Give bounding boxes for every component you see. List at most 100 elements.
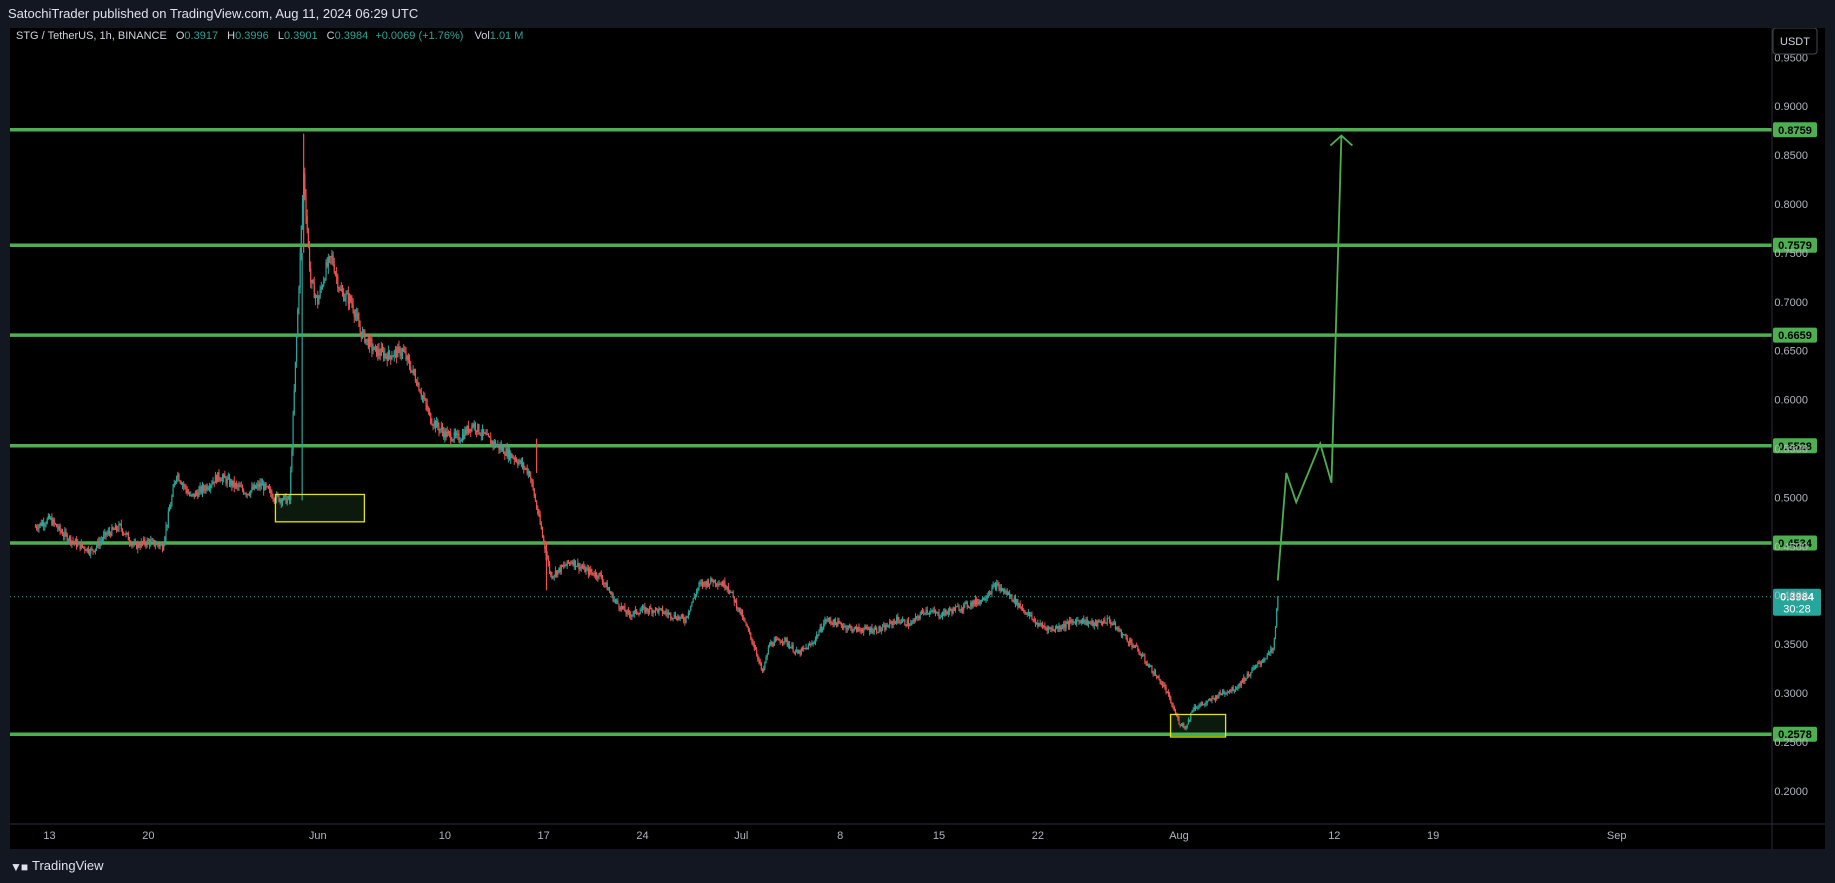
candle-body — [1001, 588, 1004, 591]
candle-body — [59, 525, 61, 531]
candle-body — [894, 621, 897, 624]
candle-body — [1080, 620, 1082, 624]
candle-body — [74, 539, 77, 543]
candle-body — [501, 447, 504, 450]
legend-o-value: 0.3917 — [184, 30, 218, 42]
legend-l-value: 0.3901 — [284, 30, 318, 42]
price-axis[interactable]: 0.9000 0.8500 0.8000 0.7500 0.7000 0.6500 0.60… — [1771, 28, 1808, 849]
candle-body — [1239, 683, 1241, 686]
candle-body — [863, 629, 865, 633]
legend-change: +0.0069 (+1.76%) — [375, 30, 463, 42]
candle-body — [199, 486, 201, 490]
candle-body — [626, 610, 628, 614]
candle-body — [860, 629, 862, 632]
candle-body — [628, 612, 631, 615]
currency-button[interactable]: USDT — [1772, 28, 1818, 55]
candle-body — [698, 583, 700, 588]
candle-body — [308, 244, 311, 269]
candle-body — [743, 618, 745, 620]
candle-body — [273, 498, 275, 501]
candle-body — [1138, 650, 1140, 655]
candle-body — [664, 611, 666, 614]
candle-body — [811, 643, 813, 645]
candle-body — [1170, 697, 1172, 704]
candle-body — [112, 527, 114, 530]
candle-body — [577, 562, 579, 567]
candle-body — [48, 515, 51, 519]
candle-body — [748, 630, 751, 633]
candle-body — [546, 555, 548, 559]
candle-body — [276, 494, 278, 501]
candle-body — [498, 444, 500, 450]
candle-body — [347, 293, 349, 304]
candle-body — [754, 647, 757, 650]
candle-body — [1243, 677, 1245, 683]
legend-c-label: C — [327, 30, 335, 42]
candle-body — [1040, 623, 1042, 625]
candle-body — [157, 543, 159, 545]
candle-body — [92, 549, 94, 551]
candle-body — [1067, 621, 1070, 626]
candle-body — [1094, 621, 1097, 623]
candle-body — [724, 581, 726, 588]
candle-body — [1165, 687, 1167, 693]
candle-body — [825, 619, 827, 621]
price-tick-label: 0.4500 — [1774, 541, 1808, 553]
candle-body — [438, 426, 440, 431]
candle-body — [780, 642, 782, 644]
candle-body — [34, 526, 37, 528]
candle-body — [1124, 634, 1126, 636]
price-chart[interactable]: 0.8759 0.7579 0.6659 0.5528 0.4534 0.2578 0.3… — [10, 28, 1825, 849]
candle-body — [871, 627, 873, 633]
candle-body — [1004, 591, 1006, 593]
candle-body — [513, 457, 515, 460]
candle-body — [1149, 665, 1151, 667]
candle-body — [478, 424, 480, 434]
candle-body — [79, 542, 81, 549]
candle-body — [984, 599, 986, 601]
price-tick-label: 0.2000 — [1774, 786, 1808, 798]
candle-body — [196, 492, 198, 494]
candle-body — [312, 280, 314, 283]
candle-body — [373, 346, 375, 350]
candle-body — [505, 448, 507, 456]
candle-body — [231, 480, 233, 487]
candle-body — [665, 611, 667, 614]
candle-body — [924, 612, 926, 614]
candle-body — [641, 606, 644, 611]
candle-body — [603, 582, 605, 584]
candle-body — [965, 602, 967, 604]
candle-body — [764, 662, 766, 669]
candle-body — [1161, 683, 1164, 687]
candle-body — [408, 359, 411, 367]
candle-body — [271, 493, 273, 498]
candle-body — [933, 610, 935, 612]
candle-body — [956, 606, 958, 608]
candle-body — [701, 582, 704, 586]
candle-body — [1225, 693, 1227, 695]
candle-body — [487, 434, 489, 437]
candle-body — [1105, 622, 1107, 624]
candle-body — [639, 611, 641, 614]
candle-body — [1132, 645, 1134, 647]
candle-body — [778, 638, 780, 641]
annotation-boxes — [274, 493, 1227, 738]
candle-body — [144, 539, 146, 544]
candle-body — [976, 598, 978, 604]
candle-body — [1130, 640, 1132, 643]
candle-body — [310, 268, 312, 283]
candle-body — [731, 591, 733, 593]
candle-body — [286, 499, 288, 504]
candle-body — [233, 480, 235, 487]
candle-body — [394, 349, 397, 352]
candle-body — [466, 425, 468, 434]
candle-body — [872, 631, 874, 633]
candle-body — [443, 431, 445, 438]
candle-body — [472, 425, 474, 427]
candle-body — [1273, 637, 1275, 649]
candle-body — [697, 587, 699, 592]
tradingview-logo-icon[interactable]: ▼■ — [10, 860, 28, 874]
time-axis[interactable]: 13 20 Jun 10 17 24 Jul 8 15 22 Aug 12 19 Sep — [10, 823, 1825, 842]
footer-brand[interactable]: TradingView — [32, 858, 104, 873]
candle-body — [992, 585, 994, 588]
